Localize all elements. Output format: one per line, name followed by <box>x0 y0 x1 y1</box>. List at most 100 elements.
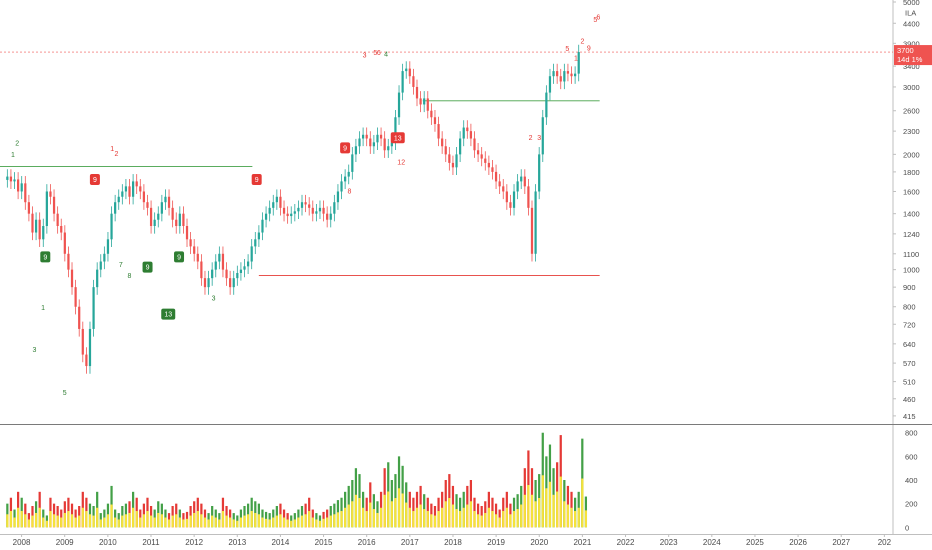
candle <box>207 278 210 288</box>
x-tick-label: 2010 <box>99 538 117 547</box>
volume-bar-base <box>318 520 322 528</box>
count-label: 1 <box>11 152 15 159</box>
x-tick-label: 2016 <box>358 538 376 547</box>
y-tick-label: 900 <box>903 283 916 292</box>
candle <box>484 158 487 163</box>
count-marker <box>340 142 351 154</box>
volume-bar-base <box>419 504 422 528</box>
volume-bar-base <box>282 517 286 528</box>
volume-bar-base <box>469 501 473 528</box>
count-marker-label: 9 <box>43 254 47 261</box>
candle <box>455 154 458 168</box>
volume-bar-base <box>487 507 490 528</box>
candle <box>369 138 372 147</box>
volume-bar-base <box>311 517 314 528</box>
volume-bar-base <box>214 517 217 528</box>
volume-bar-base <box>340 511 343 528</box>
y-tick-label: 800 <box>903 303 916 312</box>
candle <box>225 269 228 279</box>
volume-bar-base <box>394 498 397 528</box>
candle <box>419 98 422 105</box>
candle <box>24 183 27 203</box>
volume-bar-base <box>361 507 365 528</box>
volume-bar-base <box>196 511 199 528</box>
candle <box>545 92 548 118</box>
volume-bar-base <box>257 514 260 528</box>
candle <box>444 146 447 155</box>
candle <box>372 142 375 147</box>
candle <box>146 202 149 208</box>
volume-bar-base <box>34 512 38 528</box>
y-tick-label: 1600 <box>903 187 920 196</box>
candle <box>49 191 52 197</box>
volume-tick-label: 200 <box>905 500 918 509</box>
y-tick-label: 640 <box>903 340 916 349</box>
candle <box>60 226 63 233</box>
candle <box>423 98 426 105</box>
volume-bar-base <box>376 512 379 528</box>
x-tick-label: 2008 <box>13 538 31 547</box>
candle <box>534 191 537 254</box>
x-tick-label: 2022 <box>617 538 635 547</box>
candle <box>31 213 34 233</box>
candle <box>527 186 530 208</box>
volume-bar-base <box>110 504 113 528</box>
volume-bar-base <box>225 515 228 528</box>
count-label: 1 <box>110 146 114 153</box>
candle <box>577 52 580 74</box>
volume-bar-base <box>175 514 178 528</box>
volume-bar-base <box>336 512 340 528</box>
volume-bar-base <box>365 511 368 528</box>
candle <box>344 176 347 182</box>
volume-bar-base <box>354 494 358 528</box>
volume-bar-base <box>502 511 505 528</box>
volume-bar-base <box>9 511 13 528</box>
volume-bar-base <box>164 517 167 528</box>
count-marker <box>40 251 51 263</box>
volume-bar-base <box>552 494 555 528</box>
candle <box>9 176 13 182</box>
candle <box>214 261 217 270</box>
volume-bar-base <box>387 491 390 528</box>
volume-bar-base <box>106 514 110 528</box>
y-tick-label: 510 <box>903 378 916 387</box>
volume-bar-base <box>329 515 332 528</box>
candle <box>498 181 501 187</box>
volume-bar-base <box>484 512 487 528</box>
candle <box>297 207 300 212</box>
volume-bar-base <box>264 518 268 528</box>
volume-tick-label: 400 <box>905 476 918 485</box>
volume-bar-base <box>451 504 455 528</box>
candle <box>430 110 433 118</box>
volume-bar-base <box>268 519 271 528</box>
y-tick-label: 2300 <box>903 127 920 136</box>
volume-bar-base <box>218 519 221 528</box>
candle <box>448 154 451 163</box>
candle <box>13 179 16 182</box>
volume-bar-base <box>430 514 433 528</box>
candle <box>153 219 156 227</box>
volume-bar-base <box>185 518 189 528</box>
candle <box>469 131 473 139</box>
candle <box>354 146 358 155</box>
candle <box>142 191 146 203</box>
volume-bar-base <box>347 504 350 528</box>
candle <box>340 181 343 192</box>
count-label: 3 <box>212 296 216 303</box>
volume-bar-base <box>261 517 264 528</box>
count-marker <box>174 251 185 263</box>
volume-bar-base <box>383 494 386 528</box>
x-tick-label: 2024 <box>703 538 721 547</box>
volume-bar-base <box>556 491 559 528</box>
y-tick-label: 2000 <box>903 150 920 159</box>
volume-bar-base <box>563 501 566 528</box>
count-marker-label: 9 <box>255 177 259 184</box>
y-tick-label: 720 <box>903 320 916 329</box>
count-label: 1 <box>41 305 45 312</box>
candle <box>167 196 171 208</box>
count-label: 3 <box>363 53 367 60</box>
volume-bar-base <box>494 514 498 528</box>
candle <box>487 162 490 168</box>
candle <box>505 191 508 203</box>
